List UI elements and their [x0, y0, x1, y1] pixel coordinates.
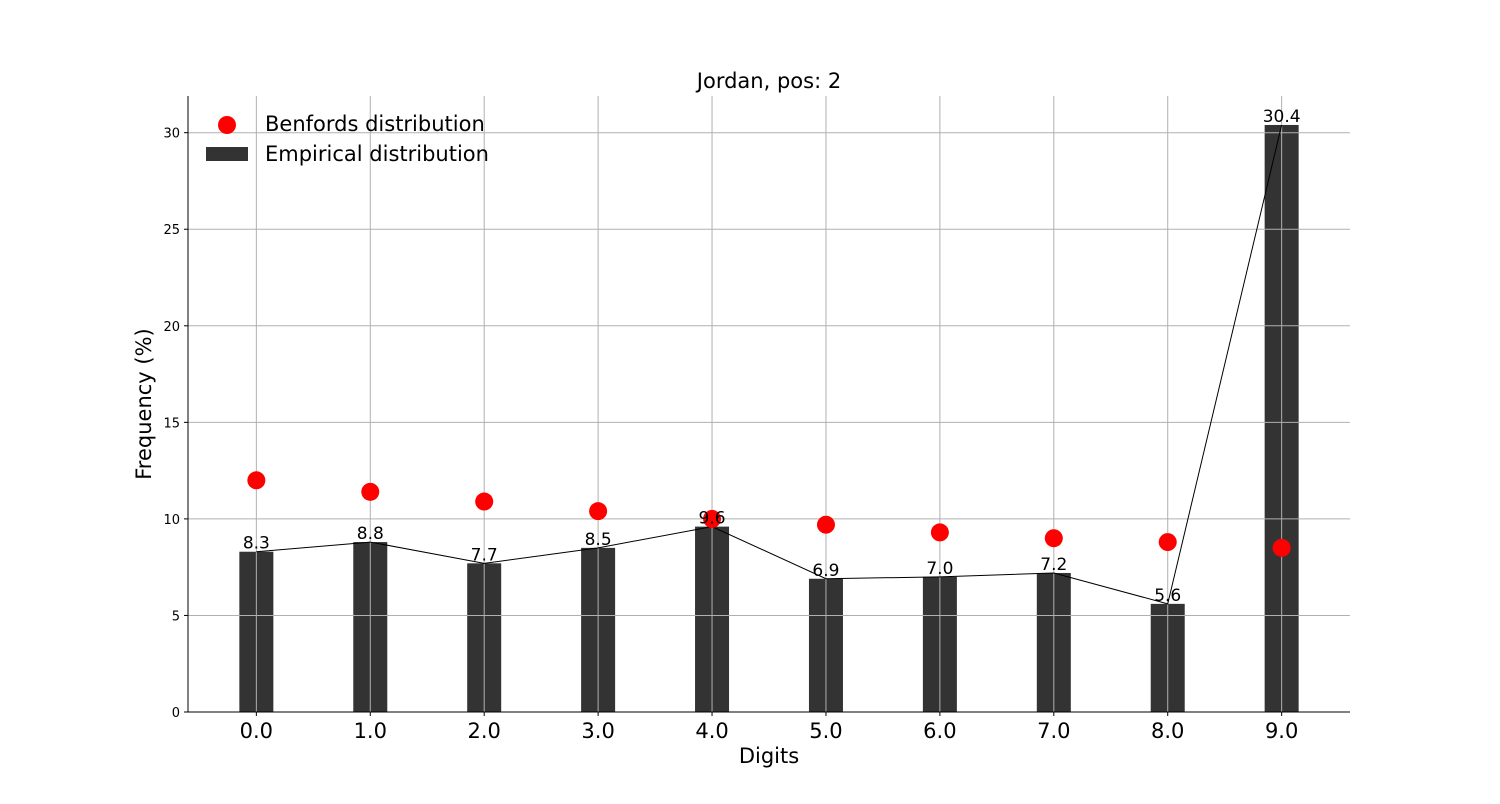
- grid-lines: [188, 96, 1350, 713]
- bar-value-label-0: 8.3: [243, 534, 270, 554]
- benford-point-0: [247, 471, 266, 490]
- axes: [187, 96, 1350, 713]
- bar-value-label-1: 8.8: [357, 524, 384, 544]
- benford-point-4: [703, 509, 722, 528]
- benford-point-1: [361, 482, 380, 501]
- empirical-line: [256, 124, 1283, 605]
- bar-value-label-7: 7.2: [1040, 555, 1067, 575]
- legend-label-benford: Benfords distribution: [265, 112, 485, 136]
- benford-point-6: [930, 523, 949, 542]
- x-tick-label-0: 0.0: [240, 719, 273, 743]
- y-tick-label-5: 25: [163, 223, 180, 238]
- bar-value-label-5: 6.9: [812, 561, 839, 581]
- tick-labels: 0 5 10 15 20 25 30 0.0 1.0 2.0 3.0 4.0 5.0 6.0 7.0 8.0 9…: [163, 127, 1298, 743]
- bar-value-label-4: 9.6: [699, 509, 726, 529]
- y-tick-label-0: 0: [172, 706, 180, 721]
- benford-point-7: [1044, 529, 1063, 548]
- empirical-connecting-line: [256, 124, 1283, 605]
- legend-marker-benford: [218, 116, 236, 134]
- legend-label-empirical: Empirical distribution: [265, 142, 489, 166]
- y-tick-label-6: 30: [163, 127, 180, 142]
- x-tick-label-5: 5.0: [809, 719, 842, 743]
- legend: Benfords distribution Empirical distribu…: [206, 112, 489, 166]
- bar-value-label-9: 30.4: [1263, 107, 1301, 127]
- x-tick-label-6: 6.0: [923, 719, 956, 743]
- y-tick-label-1: 5: [172, 609, 180, 624]
- bar-value-label-2: 7.7: [471, 545, 498, 565]
- x-tick-label-9: 9.0: [1265, 719, 1298, 743]
- x-tick-label-8: 8.0: [1151, 719, 1184, 743]
- chart-title: Jordan, pos: 2: [695, 69, 841, 93]
- bar-value-label-3: 8.5: [585, 530, 612, 550]
- x-tick-label-4: 4.0: [695, 719, 728, 743]
- y-tick-label-4: 20: [163, 320, 180, 335]
- benford-point-9: [1272, 538, 1291, 557]
- y-tick-label-3: 15: [163, 416, 180, 431]
- y-axis-label: Frequency (%): [132, 328, 156, 480]
- benford-point-5: [816, 515, 835, 534]
- y-tick-label-2: 10: [163, 513, 180, 528]
- bar-value-label-6: 7.0: [926, 559, 953, 579]
- benford-point-3: [589, 502, 608, 521]
- x-tick-label-3: 3.0: [581, 719, 614, 743]
- x-tick-label-1: 1.0: [354, 719, 387, 743]
- benford-points: [247, 471, 1291, 557]
- benford-point-2: [475, 492, 494, 511]
- bar-value-label-8: 5.6: [1154, 586, 1181, 606]
- x-tick-label-7: 7.0: [1037, 719, 1070, 743]
- bar-value-labels: 8.3 8.8 7.7 8.5 9.6 6.9 7.0 7.2 5.6 30.4: [243, 107, 1301, 606]
- x-tick-label-2: 2.0: [467, 719, 500, 743]
- legend-marker-empirical: [206, 147, 248, 161]
- x-axis-label: Digits: [739, 744, 799, 768]
- benford-point-8: [1158, 533, 1177, 552]
